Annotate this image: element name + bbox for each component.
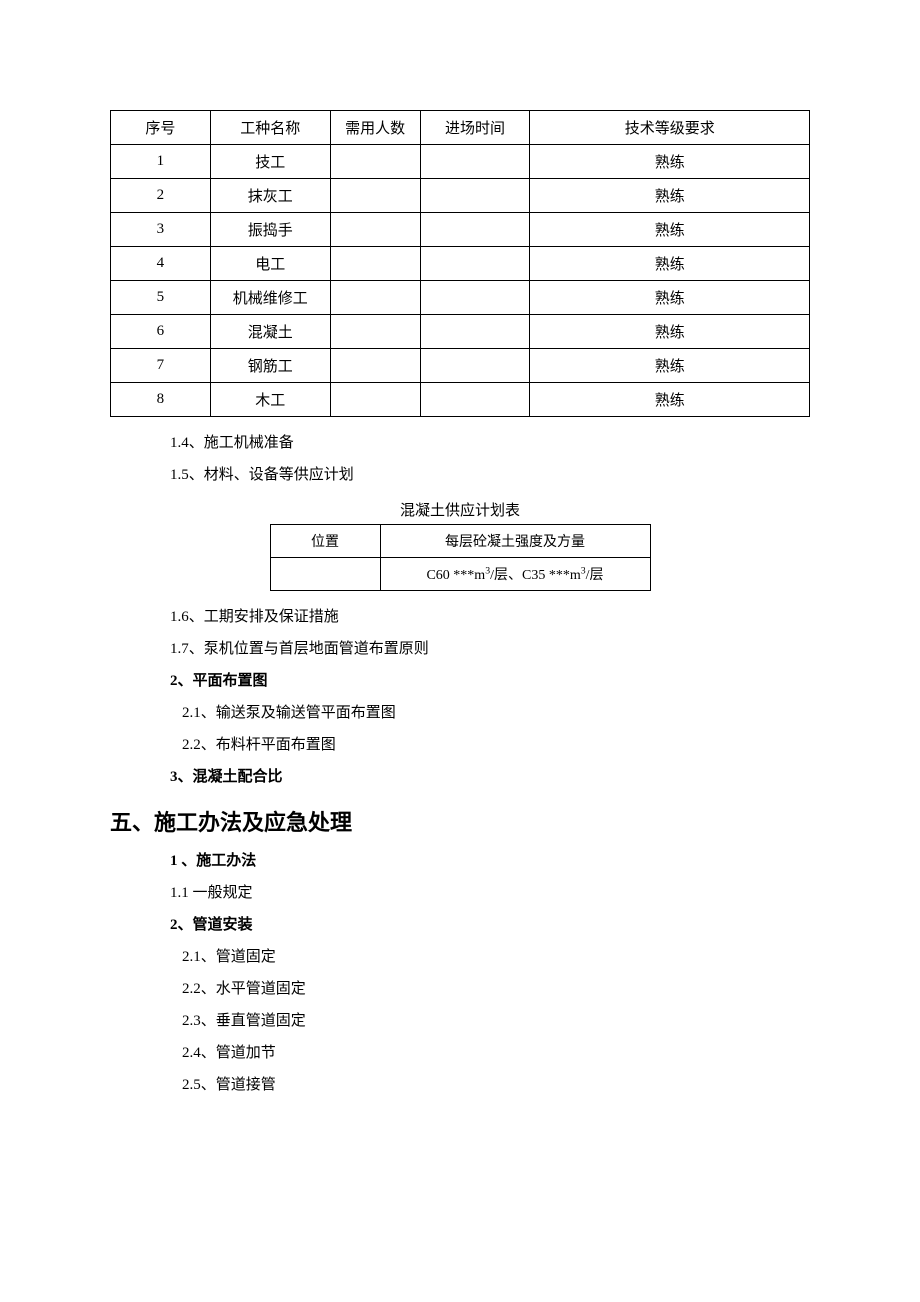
line-5-2-5: 2.5、管道接管	[110, 1069, 810, 1101]
line-1-6: 1.6、工期安排及保证措施	[110, 601, 810, 633]
table-cell: 熟练	[530, 213, 810, 247]
concrete-supply-table: 位置 每层砼凝土强度及方量 C60 ***m3/层、C35 ***m3/层	[270, 524, 651, 591]
line-5-1-1: 1.1 一般规定	[110, 877, 810, 909]
table-cell: 电工	[210, 247, 330, 281]
table-cell: 7	[111, 349, 211, 383]
table2-header-row: 位置 每层砼凝土强度及方量	[270, 525, 650, 558]
line-2-2: 2.2、布料杆平面布置图	[110, 729, 810, 761]
td-position	[270, 558, 380, 591]
table-cell: 8	[111, 383, 211, 417]
table-cell	[420, 315, 530, 349]
table-cell: 熟练	[530, 315, 810, 349]
line-2-1: 2.1、输送泵及输送管平面布置图	[110, 697, 810, 729]
table-cell	[420, 179, 530, 213]
table-cell: 熟练	[530, 179, 810, 213]
table-cell: 钢筋工	[210, 349, 330, 383]
table-row: 8木工 熟练	[111, 383, 810, 417]
table-cell: 混凝土	[210, 315, 330, 349]
table1-body: 1技工熟练2抹灰工熟练3振捣手熟练4电工熟练5机械维修工熟练6混凝土熟练7钢筋工…	[111, 145, 810, 417]
td-strength: C60 ***m3/层、C35 ***m3/层	[380, 558, 650, 591]
table-row: 5机械维修工 熟练	[111, 281, 810, 315]
table-cell	[420, 383, 530, 417]
table-cell: 木工	[210, 383, 330, 417]
table-row: 3振捣手 熟练	[111, 213, 810, 247]
table-cell: 抹灰工	[210, 179, 330, 213]
line-5-2-1: 2.1、管道固定	[110, 941, 810, 973]
table-header-row: 序号 工种名称 需用人数 进场时间 技术等级要求	[111, 111, 810, 145]
table-cell	[330, 213, 420, 247]
table-cell: 熟练	[530, 281, 810, 315]
table-cell: 2	[111, 179, 211, 213]
table2-caption: 混凝土供应计划表	[110, 499, 810, 520]
table-cell: 4	[111, 247, 211, 281]
table-cell	[420, 281, 530, 315]
table-row: 2抹灰工 熟练	[111, 179, 810, 213]
table-row: 6混凝土 熟练	[111, 315, 810, 349]
th-position: 位置	[270, 525, 380, 558]
table-cell	[420, 247, 530, 281]
table-cell: 6	[111, 315, 211, 349]
table-cell: 1	[111, 145, 211, 179]
line-5-2-4: 2.4、管道加节	[110, 1037, 810, 1069]
table-cell	[330, 247, 420, 281]
worker-table: 序号 工种名称 需用人数 进场时间 技术等级要求 1技工熟练2抹灰工熟练3振捣手…	[110, 110, 810, 417]
table-cell: 振捣手	[210, 213, 330, 247]
table-row: 7钢筋工 熟练	[111, 349, 810, 383]
th-strength: 每层砼凝土强度及方量	[380, 525, 650, 558]
table-cell: 熟练	[530, 349, 810, 383]
table-row: 4电工 熟练	[111, 247, 810, 281]
table-cell: 熟练	[530, 383, 810, 417]
line-1-5: 1.5、材料、设备等供应计划	[110, 459, 810, 491]
table-cell	[330, 315, 420, 349]
line-5-2: 2、管道安装	[110, 909, 810, 941]
table-cell: 熟练	[530, 145, 810, 179]
line-3: 3、混凝土配合比	[110, 761, 810, 793]
table-row: 1技工 熟练	[111, 145, 810, 179]
line-5-2-3: 2.3、垂直管道固定	[110, 1005, 810, 1037]
table-cell: 熟练	[530, 247, 810, 281]
line-2: 2、平面布置图	[110, 665, 810, 697]
table-cell	[330, 145, 420, 179]
table-cell: 机械维修工	[210, 281, 330, 315]
line-1-4: 1.4、施工机械准备	[110, 427, 810, 459]
table-cell	[420, 145, 530, 179]
table-cell	[330, 383, 420, 417]
heading-section-5: 五、施工办法及应急处理	[110, 805, 810, 837]
table-cell	[420, 213, 530, 247]
table-cell	[420, 349, 530, 383]
table2-row: C60 ***m3/层、C35 ***m3/层	[270, 558, 650, 591]
th-seq: 序号	[111, 111, 211, 145]
th-time: 进场时间	[420, 111, 530, 145]
th-name: 工种名称	[210, 111, 330, 145]
table-cell: 3	[111, 213, 211, 247]
line-1-7: 1.7、泵机位置与首层地面管道布置原则	[110, 633, 810, 665]
line-5-1: 1 、施工办法	[110, 845, 810, 877]
table-cell	[330, 179, 420, 213]
line-5-2-2: 2.2、水平管道固定	[110, 973, 810, 1005]
th-count: 需用人数	[330, 111, 420, 145]
table-cell: 5	[111, 281, 211, 315]
th-req: 技术等级要求	[530, 111, 810, 145]
table-cell: 技工	[210, 145, 330, 179]
table-cell	[330, 349, 420, 383]
table-cell	[330, 281, 420, 315]
